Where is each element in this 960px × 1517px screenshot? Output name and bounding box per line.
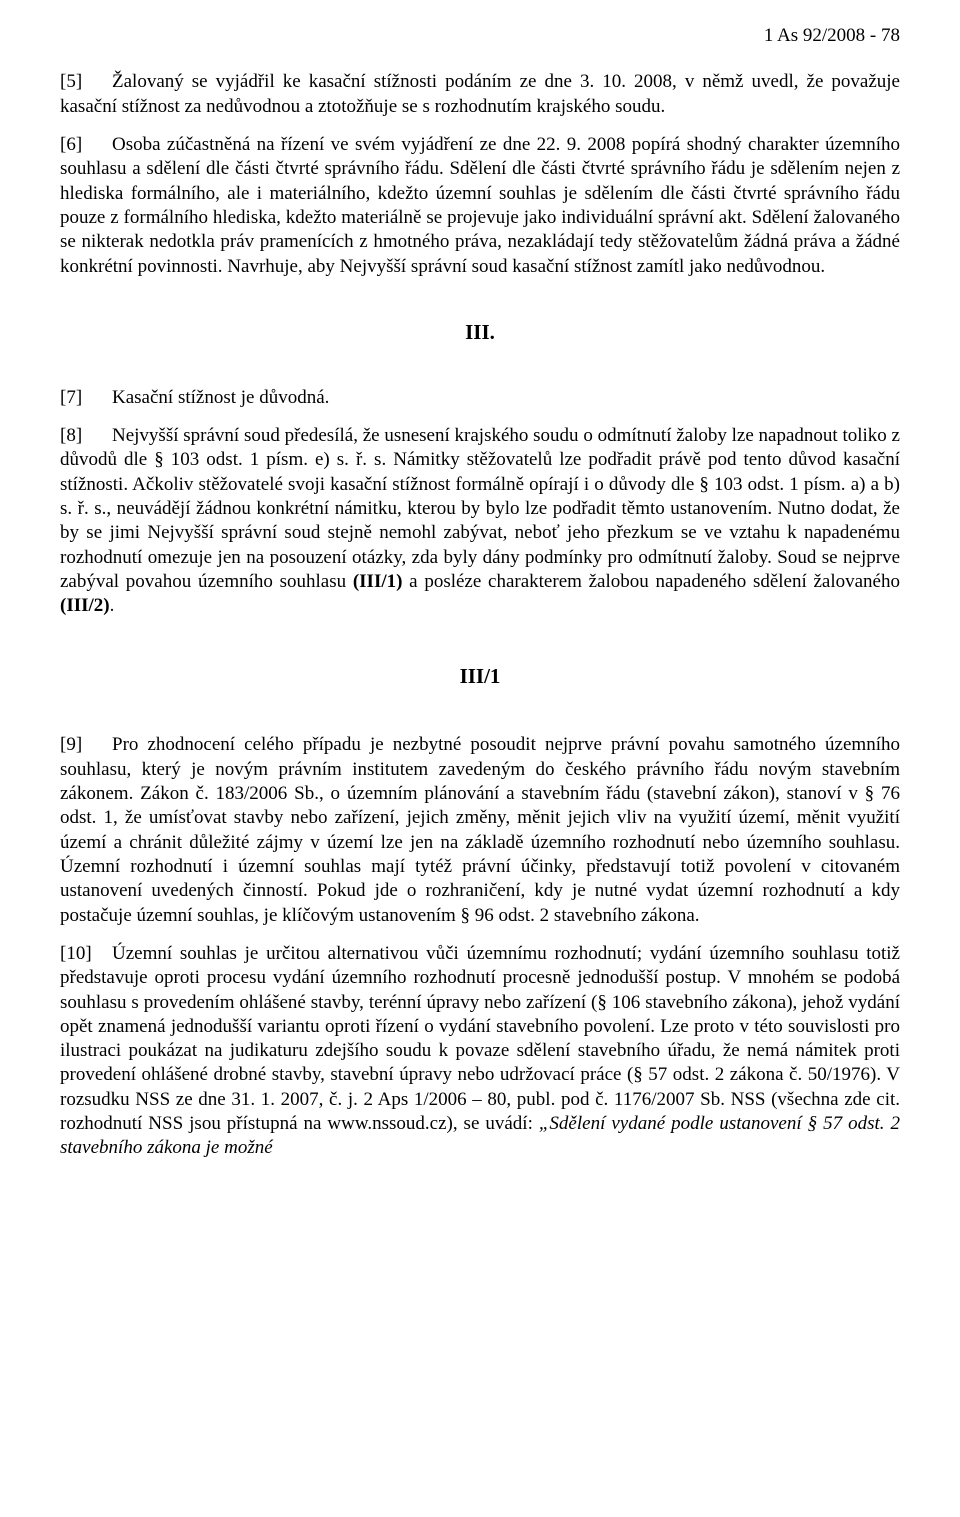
bracket-8: [8] bbox=[60, 424, 112, 448]
bracket-5: [5] bbox=[60, 70, 112, 94]
para5-text: Žalovaný se vyjádřil ke kasační stížnost… bbox=[60, 71, 900, 116]
paragraph-9: [9]Pro zhodnocení celého případu je nezb… bbox=[60, 733, 900, 928]
case-id: 1 As 92/2008 - 78 bbox=[60, 24, 900, 48]
paragraph-8: [8]Nejvyšší správní soud předesílá, že u… bbox=[60, 424, 900, 619]
para7-text: Kasační stížnost je důvodná. bbox=[112, 387, 329, 408]
para8-bold-2: (III/2) bbox=[60, 595, 110, 616]
para6-text: Osoba zúčastněná na řízení ve svém vyjád… bbox=[60, 134, 900, 277]
para8-bold-1: (III/1) bbox=[353, 571, 403, 592]
para8-text-a: Nejvyšší správní soud předesílá, že usne… bbox=[60, 425, 900, 592]
paragraph-10: [10]Územní souhlas je určitou alternativ… bbox=[60, 942, 900, 1161]
paragraph-6: [6]Osoba zúčastněná na řízení ve svém vy… bbox=[60, 133, 900, 279]
bracket-10: [10] bbox=[60, 942, 112, 966]
section-heading-iii: III. bbox=[60, 319, 900, 346]
para10-text-a: Územní souhlas je určitou alternativou v… bbox=[60, 943, 900, 1134]
para8-text-d: . bbox=[110, 595, 115, 616]
bracket-9: [9] bbox=[60, 733, 112, 757]
bracket-6: [6] bbox=[60, 133, 112, 157]
para8-text-c: a posléze charakterem žalobou napadeného… bbox=[402, 571, 900, 592]
para9-text: Pro zhodnocení celého případu je nezbytn… bbox=[60, 734, 900, 925]
bracket-7: [7] bbox=[60, 386, 112, 410]
section-heading-iii-1: III/1 bbox=[60, 663, 900, 690]
paragraph-7: [7]Kasační stížnost je důvodná. bbox=[60, 386, 900, 410]
paragraph-5: [5]Žalovaný se vyjádřil ke kasační stížn… bbox=[60, 70, 900, 119]
